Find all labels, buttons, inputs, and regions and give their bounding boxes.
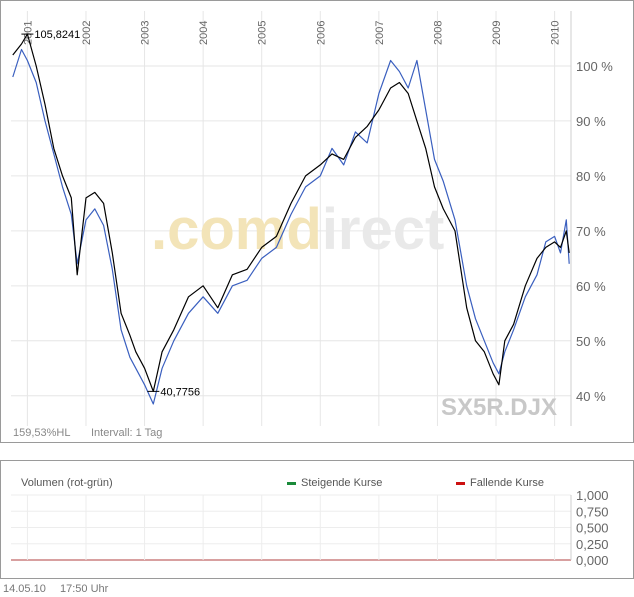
price-chart-panel: 2001 2002 2003 2004 2005 2006 2007 2008 2009 2010… bbox=[0, 0, 634, 443]
y-tick-label: 100 % bbox=[576, 59, 613, 74]
volume-y-tick-label: 0,000 bbox=[576, 553, 609, 568]
y-tick-label: 70 % bbox=[576, 224, 606, 239]
legend-rising-swatch bbox=[287, 482, 296, 485]
footer-time: 17:50 Uhr bbox=[60, 583, 109, 595]
x-axis-labels: 2001 2002 2003 2004 2005 2006 2007 2008 2009 2010 bbox=[22, 21, 561, 45]
y-tick-label: 40 % bbox=[576, 389, 606, 404]
legend-falling-swatch bbox=[456, 482, 465, 485]
y-tick-label: 50 % bbox=[576, 334, 606, 349]
watermark: .comdirect bbox=[151, 197, 444, 262]
x-tick-label: 2003 bbox=[140, 21, 152, 45]
interval-label: Intervall: 1 Tag bbox=[91, 427, 162, 439]
x-tick-label: 2008 bbox=[432, 21, 444, 45]
volume-chart-grid bbox=[11, 494, 572, 561]
volume-title: Volumen (rot-grün) bbox=[21, 477, 113, 489]
price-chart: 2001 2002 2003 2004 2005 2006 2007 2008 2009 2010… bbox=[11, 11, 613, 439]
volume-y-tick-label: 1,000 bbox=[576, 488, 609, 503]
footer-date: 14.05.10 bbox=[3, 583, 46, 595]
range-label: 159,53%HL bbox=[13, 427, 71, 439]
y-axis-labels: 100 % 90 % 80 % 70 % 60 % 50 % 40 % bbox=[576, 59, 613, 404]
y-tick-label: 90 % bbox=[576, 114, 606, 129]
legend-falling-label: Fallende Kurse bbox=[470, 477, 544, 489]
x-tick-label: 2004 bbox=[198, 21, 210, 45]
y-tick-label: 80 % bbox=[576, 169, 606, 184]
x-tick-label: 2005 bbox=[257, 21, 269, 45]
annotation-label: 105,8241 bbox=[34, 29, 80, 41]
price-chart-grid bbox=[11, 11, 572, 426]
symbol-label: SX5R.DJX bbox=[441, 394, 557, 421]
series-line-black bbox=[12, 33, 570, 392]
x-tick-label: 2002 bbox=[81, 21, 93, 45]
volume-y-tick-label: 0,250 bbox=[576, 537, 609, 552]
x-tick-label: 2007 bbox=[374, 21, 386, 45]
extreme-annotations: 105,8241 40,7756 bbox=[21, 29, 200, 398]
volume-y-tick-label: 0,500 bbox=[576, 521, 609, 536]
price-series bbox=[12, 33, 570, 405]
y-tick-label: 60 % bbox=[576, 279, 606, 294]
volume-chart-panel: 1,000 0,750 0,500 0,250 0,000 Volumen (rot-g… bbox=[0, 460, 634, 579]
legend-rising-label: Steigende Kurse bbox=[301, 477, 382, 489]
series-line-blue bbox=[12, 48, 570, 405]
annotation-label: 40,7756 bbox=[160, 386, 200, 398]
x-tick-label: 2006 bbox=[315, 21, 327, 45]
volume-y-tick-label: 0,750 bbox=[576, 504, 609, 519]
x-tick-label: 2009 bbox=[491, 21, 503, 45]
x-tick-label: 2001 bbox=[22, 21, 34, 45]
x-tick-label: 2010 bbox=[550, 21, 562, 45]
